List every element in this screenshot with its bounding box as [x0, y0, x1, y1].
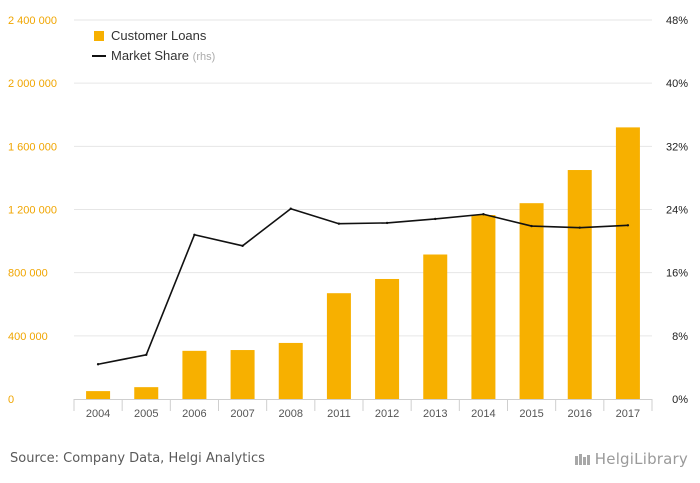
x-tick-label: 2007 [230, 408, 254, 420]
bar [326, 293, 351, 399]
source-note: Source: Company Data, Helgi Analytics [10, 451, 265, 466]
x-tick-label: 2013 [423, 408, 447, 420]
x-tick-label: 2012 [375, 408, 399, 420]
x-tick-label: 2016 [568, 408, 592, 420]
combo-chart: 0 400 000 800 000 1 200 000 1 600 000 2 000 0… [8, 15, 688, 420]
right-tick-label: 24% [666, 205, 688, 217]
bar [519, 203, 544, 399]
bar [615, 127, 640, 399]
left-tick-label: 1 600 000 [8, 141, 57, 153]
left-tick-label: 2 000 000 [8, 78, 57, 90]
line-point [530, 224, 533, 228]
line-point [289, 207, 292, 210]
bar [134, 387, 159, 399]
right-tick-label: 8% [672, 331, 688, 343]
right-tick-label: 40% [666, 78, 688, 90]
left-tick-label: 2 400 000 [8, 15, 57, 27]
x-tick-label: 2005 [134, 408, 158, 420]
legend-label-market-share: Market Share (rhs) [111, 48, 215, 63]
line-point [434, 217, 437, 221]
line-point [145, 353, 148, 356]
right-tick-label: 16% [666, 268, 688, 280]
line-point [578, 226, 581, 229]
x-tick-label: 2006 [182, 408, 206, 420]
right-tick-label: 48% [666, 15, 688, 27]
bar [278, 342, 303, 399]
x-tick-label: 2015 [519, 408, 543, 420]
line-point [193, 233, 196, 236]
line-point [385, 221, 389, 225]
legend-suffix-rhs: (rhs) [193, 51, 216, 63]
bar [86, 391, 111, 399]
bar [423, 254, 448, 399]
line-point [337, 222, 341, 225]
x-tick-label: 2011 [327, 408, 351, 420]
left-tick-label: 0 [8, 394, 14, 406]
x-tick-label: 2017 [616, 408, 640, 420]
line-point [626, 224, 630, 227]
line-point [96, 363, 100, 366]
line-point [482, 213, 485, 216]
left-tick-label: 800 000 [8, 268, 48, 280]
line-point [241, 244, 244, 248]
bar [567, 170, 592, 399]
legend-label-customer-loans: Customer Loans [111, 28, 207, 43]
x-tick-label: 2004 [86, 408, 110, 420]
legend-swatch-customer-loans [94, 31, 104, 41]
x-tick-label: 2014 [471, 408, 495, 420]
left-tick-label: 400 000 [8, 331, 48, 343]
right-tick-label: 32% [666, 141, 688, 153]
helgi-library-logo[interactable]: HelgiLibrary [574, 450, 688, 468]
bar [230, 350, 255, 399]
brand-name: HelgiLibrary [594, 450, 688, 468]
x-tick-label: 2008 [279, 408, 303, 420]
bar [182, 350, 207, 399]
bar [471, 215, 496, 399]
library-icon [574, 454, 590, 465]
right-tick-label: 0% [672, 394, 688, 406]
market-share-line [97, 207, 628, 366]
left-tick-label: 1 200 000 [8, 205, 57, 217]
bar [375, 278, 400, 399]
